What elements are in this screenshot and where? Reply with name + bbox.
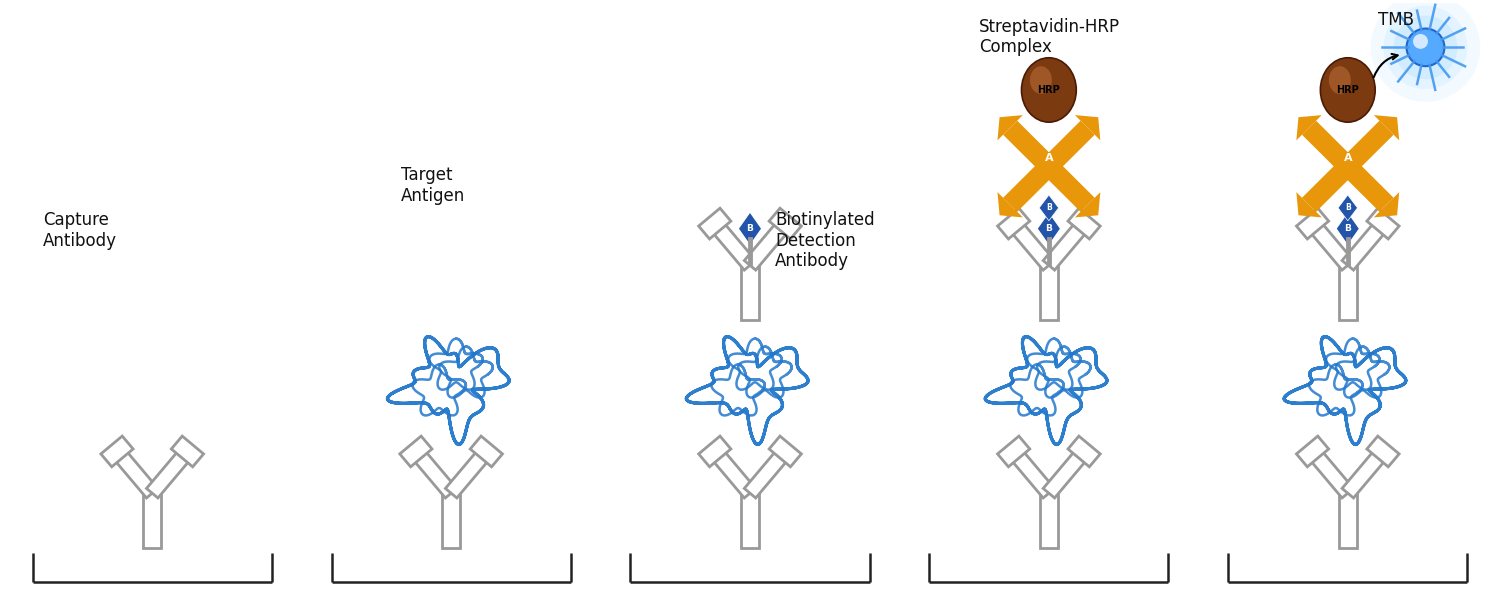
Polygon shape [699,208,730,239]
Polygon shape [998,192,1023,217]
Ellipse shape [1329,66,1352,94]
Polygon shape [1302,121,1354,173]
Polygon shape [410,446,458,498]
Text: Capture
Antibody: Capture Antibody [42,211,117,250]
Ellipse shape [1371,0,1480,102]
Polygon shape [1306,219,1353,270]
Polygon shape [1342,446,1389,498]
Text: Target
Antigen: Target Antigen [402,166,465,205]
Text: B: B [1046,224,1053,233]
Text: B: B [747,224,753,233]
Polygon shape [100,436,134,467]
Polygon shape [1296,208,1329,239]
Polygon shape [1336,212,1359,245]
Ellipse shape [1320,58,1376,122]
Text: TMB: TMB [1377,11,1413,29]
Polygon shape [1366,436,1400,467]
Polygon shape [1042,159,1095,212]
Polygon shape [1076,192,1101,217]
Polygon shape [1374,115,1400,140]
Polygon shape [710,446,756,498]
Polygon shape [1042,121,1095,173]
Bar [741,265,759,320]
Bar [1040,265,1058,320]
Polygon shape [400,436,432,467]
Bar [1340,265,1356,320]
Text: Biotinylated
Detection
Antibody: Biotinylated Detection Antibody [776,211,874,271]
Bar [442,493,460,548]
Polygon shape [1068,208,1100,239]
Ellipse shape [1407,29,1444,66]
Polygon shape [998,115,1023,140]
Ellipse shape [1022,58,1077,122]
Polygon shape [1302,159,1354,212]
Ellipse shape [1383,6,1467,89]
Ellipse shape [1394,16,1458,79]
Polygon shape [1040,195,1059,221]
Polygon shape [1341,159,1394,212]
Text: HRP: HRP [1336,85,1359,95]
Text: B: B [1346,203,1350,212]
Polygon shape [111,446,158,498]
Polygon shape [1341,121,1394,173]
Ellipse shape [1030,66,1051,94]
Polygon shape [1076,115,1101,140]
Polygon shape [1296,115,1322,140]
Polygon shape [1042,219,1090,270]
Polygon shape [446,446,492,498]
Polygon shape [1306,446,1353,498]
Polygon shape [1042,446,1090,498]
Bar [741,493,759,548]
Polygon shape [738,212,762,245]
Bar [1040,493,1058,548]
Polygon shape [744,446,790,498]
Text: B: B [1344,224,1352,233]
Text: HRP: HRP [1038,85,1060,95]
Polygon shape [998,436,1030,467]
Polygon shape [171,436,204,467]
Polygon shape [1008,219,1054,270]
Polygon shape [1068,436,1100,467]
Polygon shape [1004,159,1056,212]
Polygon shape [770,436,801,467]
Text: Streptavidin-HRP
Complex: Streptavidin-HRP Complex [980,17,1120,56]
Polygon shape [1036,212,1060,245]
Polygon shape [1374,192,1400,217]
Polygon shape [1366,208,1400,239]
Polygon shape [998,208,1030,239]
Text: A: A [1344,154,1352,163]
Bar [144,493,160,548]
Polygon shape [1338,195,1358,221]
Polygon shape [744,219,790,270]
Polygon shape [1008,446,1054,498]
Polygon shape [699,436,730,467]
Bar [1340,493,1356,548]
Text: B: B [1046,203,1052,212]
Polygon shape [1296,192,1322,217]
Polygon shape [147,446,194,498]
Polygon shape [770,208,801,239]
Polygon shape [1296,436,1329,467]
Ellipse shape [1413,34,1428,49]
Polygon shape [1342,219,1389,270]
Polygon shape [470,436,502,467]
Polygon shape [1004,121,1056,173]
Text: A: A [1044,154,1053,163]
Polygon shape [710,219,756,270]
